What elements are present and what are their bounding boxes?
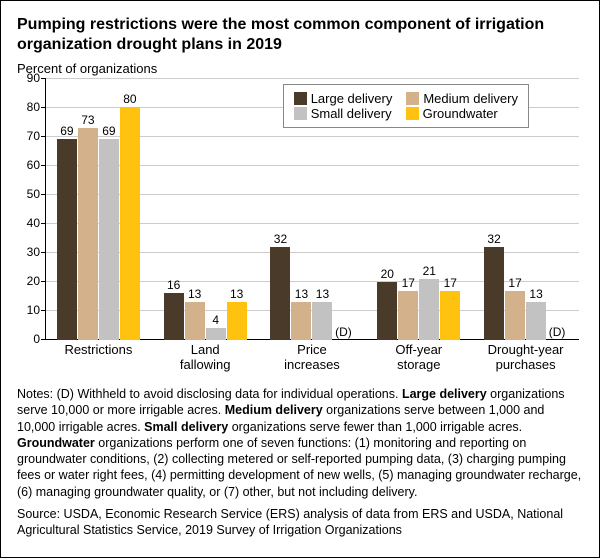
bar-group: 1613413 <box>152 78 259 340</box>
bar-value: 32 <box>487 232 500 247</box>
bar: 17 <box>505 291 525 340</box>
bar: 17 <box>440 291 460 340</box>
y-tick: 90 <box>27 71 46 85</box>
bar: 16 <box>164 293 184 340</box>
bar: 13 <box>526 302 546 340</box>
source: Source: USDA, Economic Research Service … <box>17 506 583 539</box>
bar-value: 13 <box>295 287 308 302</box>
notes: Notes: (D) Withheld to avoid disclosing … <box>17 386 583 500</box>
bar-value: 4 <box>212 313 219 328</box>
legend-label: Large delivery <box>311 91 393 106</box>
bar: 73 <box>78 128 98 341</box>
legend: Large delivery Medium delivery Small deli… <box>283 84 529 128</box>
legend-label: Groundwater <box>423 106 498 121</box>
bar: 20 <box>377 282 397 340</box>
legend-label: Medium delivery <box>423 91 518 106</box>
bar: 80 <box>120 107 140 340</box>
legend-swatch <box>294 107 307 120</box>
bar-value: 13 <box>230 287 243 302</box>
bar-value: (D) <box>549 325 566 340</box>
bar-value: 21 <box>423 264 436 279</box>
legend-item: Groundwater <box>406 106 498 121</box>
bar-value: 13 <box>188 287 201 302</box>
bar: 69 <box>57 139 77 340</box>
bar: 4 <box>206 328 226 340</box>
bar: 32 <box>484 247 504 340</box>
bar-value: (D) <box>335 325 352 340</box>
bar-value: 32 <box>274 232 287 247</box>
y-axis-label: Percent of organizations <box>17 61 583 76</box>
y-tick: 80 <box>27 100 46 114</box>
bar: 13 <box>291 302 311 340</box>
bar: 13 <box>185 302 205 340</box>
y-tick: 20 <box>27 274 46 288</box>
bar-value: 80 <box>123 92 136 107</box>
bar: 13 <box>312 302 332 340</box>
legend-label: Small delivery <box>311 106 392 121</box>
legend-item: Small delivery <box>294 106 392 121</box>
x-label: Restrictions <box>45 343 152 372</box>
bar: 32 <box>270 247 290 340</box>
bar-value: 73 <box>81 113 94 128</box>
y-tick: 30 <box>27 245 46 259</box>
bar: 13 <box>227 302 247 340</box>
figure-container: Pumping restrictions were the most commo… <box>0 0 600 558</box>
y-tick: 60 <box>27 158 46 172</box>
legend-swatch <box>406 92 419 105</box>
bar-value: 69 <box>60 124 73 139</box>
legend-swatch <box>406 107 419 120</box>
x-label: Landfallowing <box>152 343 259 372</box>
x-label: Off-yearstorage <box>365 343 472 372</box>
chart-title: Pumping restrictions were the most commo… <box>17 15 583 55</box>
legend-item: Medium delivery <box>406 91 518 106</box>
y-tick: 70 <box>27 129 46 143</box>
x-axis-labels: RestrictionsLandfallowingPriceincreasesO… <box>45 343 579 372</box>
bar: 17 <box>398 291 418 340</box>
bar-value: 20 <box>381 267 394 282</box>
bar-value: 13 <box>529 287 542 302</box>
bar-group: 69736980 <box>45 78 152 340</box>
x-label: Drought-yearpurchases <box>472 343 579 372</box>
bar: 69 <box>99 139 119 340</box>
bar-value: 69 <box>102 124 115 139</box>
bar-value: 13 <box>316 287 329 302</box>
bar-value: 17 <box>402 276 415 291</box>
chart-area: 0102030405060708090 69736980161341332131… <box>45 78 579 358</box>
y-tick: 40 <box>27 216 46 230</box>
bar: 21 <box>419 279 439 340</box>
bar-value: 17 <box>444 276 457 291</box>
bar-value: 16 <box>167 278 180 293</box>
y-tick: 50 <box>27 187 46 201</box>
x-label: Priceincreases <box>259 343 366 372</box>
bar-value: 17 <box>508 276 521 291</box>
legend-swatch <box>294 92 307 105</box>
legend-item: Large delivery <box>294 91 393 106</box>
y-tick: 10 <box>27 303 46 317</box>
